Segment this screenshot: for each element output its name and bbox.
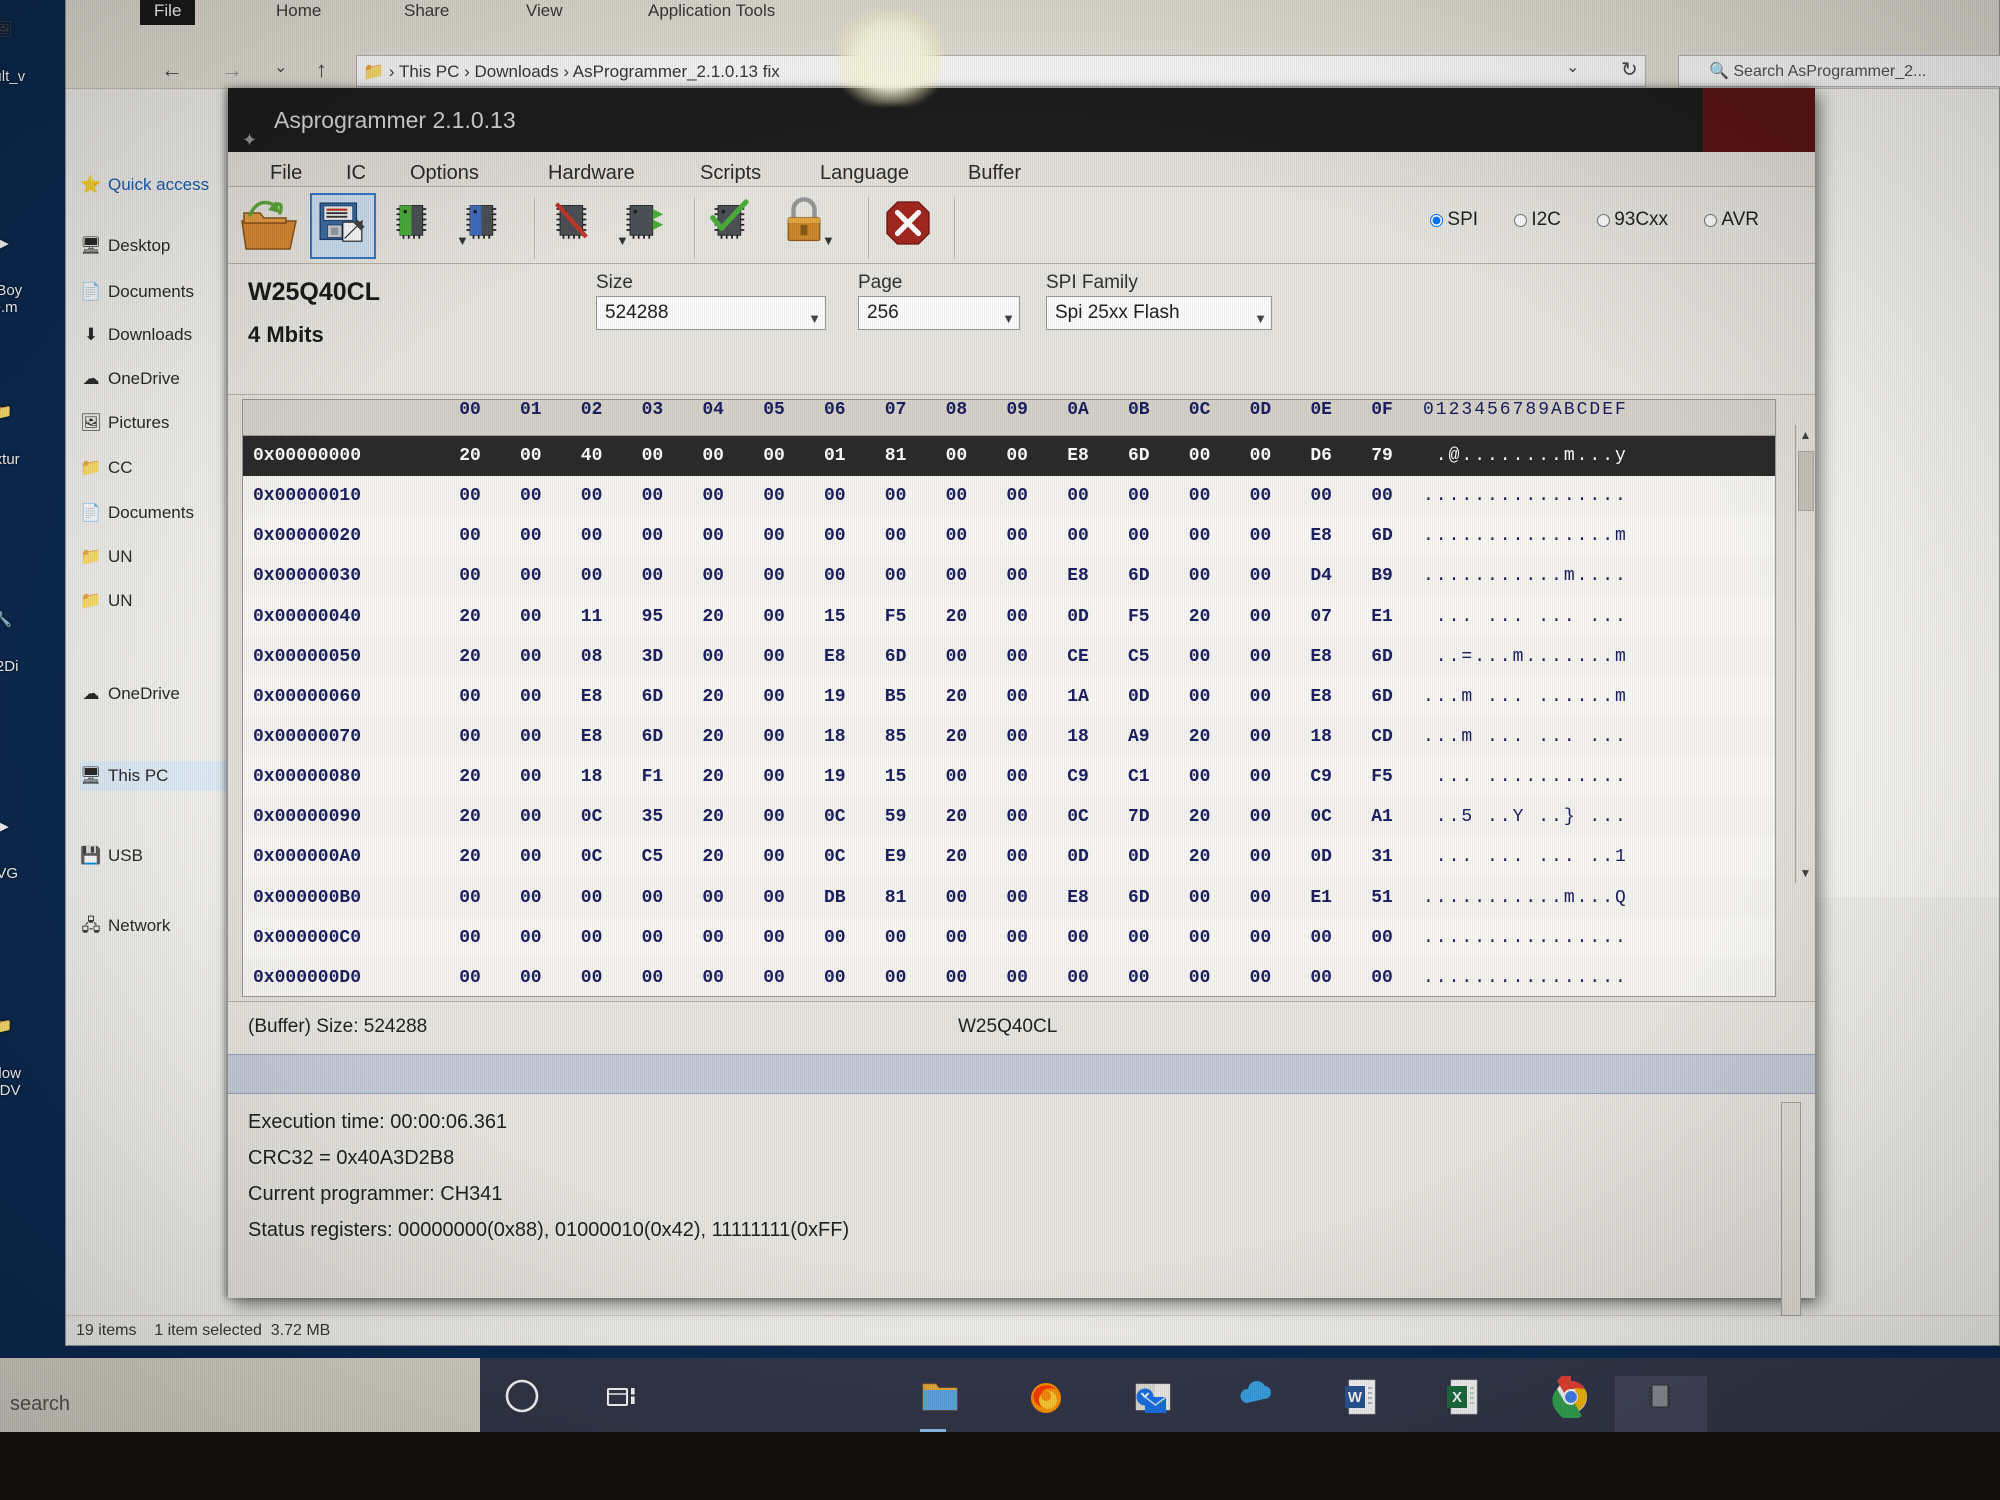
svg-text:W: W — [1348, 1389, 1363, 1406]
svg-text:X: X — [1452, 1389, 1462, 1406]
